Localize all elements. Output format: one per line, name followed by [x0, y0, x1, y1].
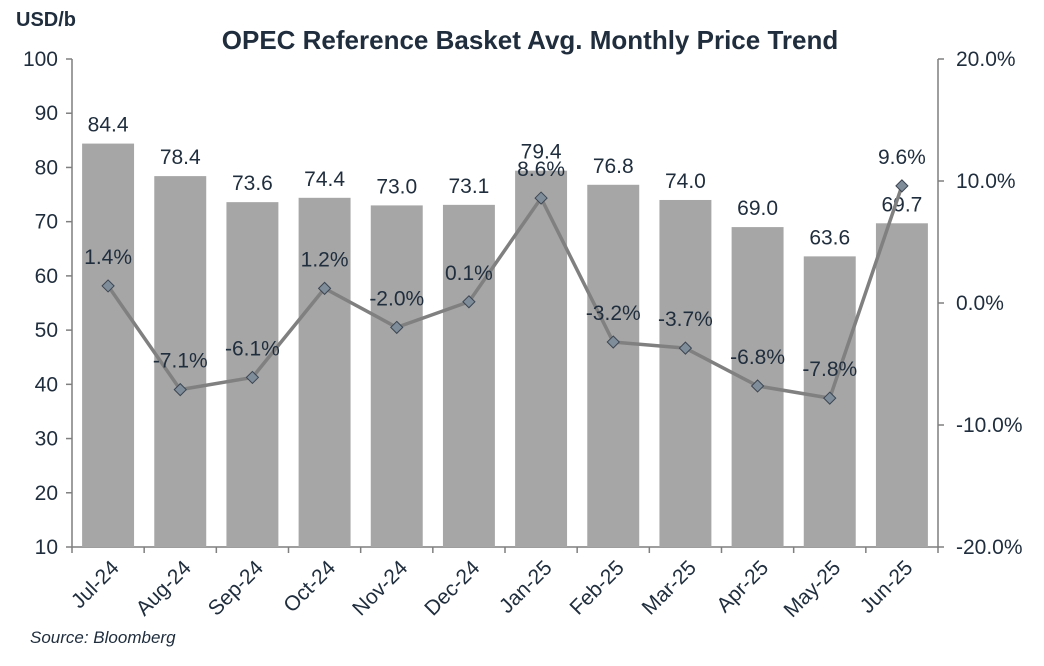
change-value-label: 1.2% — [301, 248, 349, 271]
bar — [659, 199, 712, 547]
bar-value-label: 74.0 — [665, 170, 706, 193]
plot-area: 10 20 30 40 50 60 70 80 90 100 -20.0% -10.0% 0.0% 10.… — [23, 48, 1023, 622]
left-axis-unit: USD/b — [16, 9, 76, 31]
change-marker — [750, 379, 765, 393]
change-value-label: -3.7% — [658, 308, 713, 331]
left-axis-tick-label: 90 — [35, 102, 58, 125]
right-axis-tick-label: 20.0% — [956, 48, 1016, 71]
left-axis-tick-label: 100 — [23, 48, 58, 71]
change-marker — [895, 179, 909, 193]
bar-value-label: 79.4 — [521, 141, 562, 164]
change-marker — [678, 341, 693, 355]
bar — [154, 176, 207, 547]
bar — [298, 197, 351, 547]
chart-title: OPEC Reference Basket Avg. Monthly Price… — [222, 25, 838, 55]
bar-value-label: 76.8 — [593, 155, 634, 178]
x-axis-tick-label: Apr-25 — [712, 556, 773, 617]
left-axis-tick-label: 40 — [35, 373, 58, 396]
change-marker — [245, 370, 260, 385]
bar — [82, 143, 135, 547]
change-marker — [317, 281, 332, 296]
change-marker — [534, 191, 548, 205]
bar — [442, 204, 495, 547]
bar-value-label: 73.1 — [448, 175, 489, 198]
change-marker — [101, 279, 115, 293]
change-value-label: -7.8% — [802, 358, 857, 381]
source-note: Source: Bloomberg — [30, 628, 176, 647]
bar — [370, 205, 423, 547]
left-axis-tick-label: 60 — [35, 265, 58, 288]
x-axis-tick-label: Oct-24 — [279, 556, 340, 617]
left-axis-tick-label: 20 — [35, 482, 58, 505]
bar-value-label: 78.4 — [160, 146, 201, 169]
change-value-label: 9.6% — [878, 146, 926, 169]
left-axis-tick-label: 50 — [35, 319, 58, 342]
bar-value-label: 69.0 — [737, 197, 778, 220]
bar — [875, 223, 928, 547]
right-axis-tick-label: 10.0% — [956, 170, 1016, 193]
change-marker — [390, 320, 404, 335]
left-axis-tick-label: 10 — [35, 536, 58, 559]
x-axis-tick-label: Feb-25 — [565, 556, 628, 619]
x-axis-tick-label: Jun-25 — [856, 556, 918, 618]
x-axis-tick-label: Aug-24 — [132, 556, 196, 620]
bar-value-label: 73.6 — [232, 172, 273, 195]
change-value-label: -7.1% — [153, 350, 208, 373]
bar-value-label: 69.7 — [881, 193, 922, 216]
change-line — [106, 185, 904, 400]
x-axis-tick-label: Jan-25 — [495, 556, 557, 618]
x-axis-tick-label: Mar-25 — [638, 556, 701, 619]
bar-value-label: 63.6 — [809, 226, 850, 249]
change-marker — [606, 335, 620, 349]
change-marker — [462, 295, 476, 309]
change-value-label: -6.1% — [225, 337, 280, 360]
x-axis-tick-label: Dec-24 — [420, 556, 484, 620]
change-marker — [823, 391, 837, 405]
left-axis-tick-label: 70 — [35, 211, 58, 234]
change-value-label: -3.2% — [586, 302, 641, 325]
left-axis-tick-label: 80 — [35, 156, 58, 179]
change-marker — [173, 382, 187, 397]
bar-value-label: 84.4 — [88, 114, 129, 137]
change-value-label: 8.6% — [517, 158, 565, 181]
x-axis-tick-label: Sep-24 — [204, 556, 268, 620]
bar-value-label: 74.4 — [304, 168, 345, 191]
bar — [587, 184, 640, 547]
right-axis-tick-label: -10.0% — [956, 414, 1023, 437]
right-axis-tick-label: -20.0% — [956, 536, 1023, 559]
left-axis-tick-label: 30 — [35, 428, 58, 451]
change-value-label: 0.1% — [445, 262, 493, 285]
change-value-label: -6.8% — [730, 346, 785, 369]
change-value-label: -2.0% — [369, 287, 424, 310]
x-axis-tick-label: Jul-24 — [67, 556, 124, 613]
bar-value-label: 73.0 — [376, 175, 417, 198]
x-axis-tick-label: Nov-24 — [348, 556, 412, 620]
right-axis-tick-label: 0.0% — [956, 292, 1004, 315]
change-value-label: 1.4% — [84, 246, 132, 269]
x-axis-tick-label: May-25 — [780, 556, 846, 622]
